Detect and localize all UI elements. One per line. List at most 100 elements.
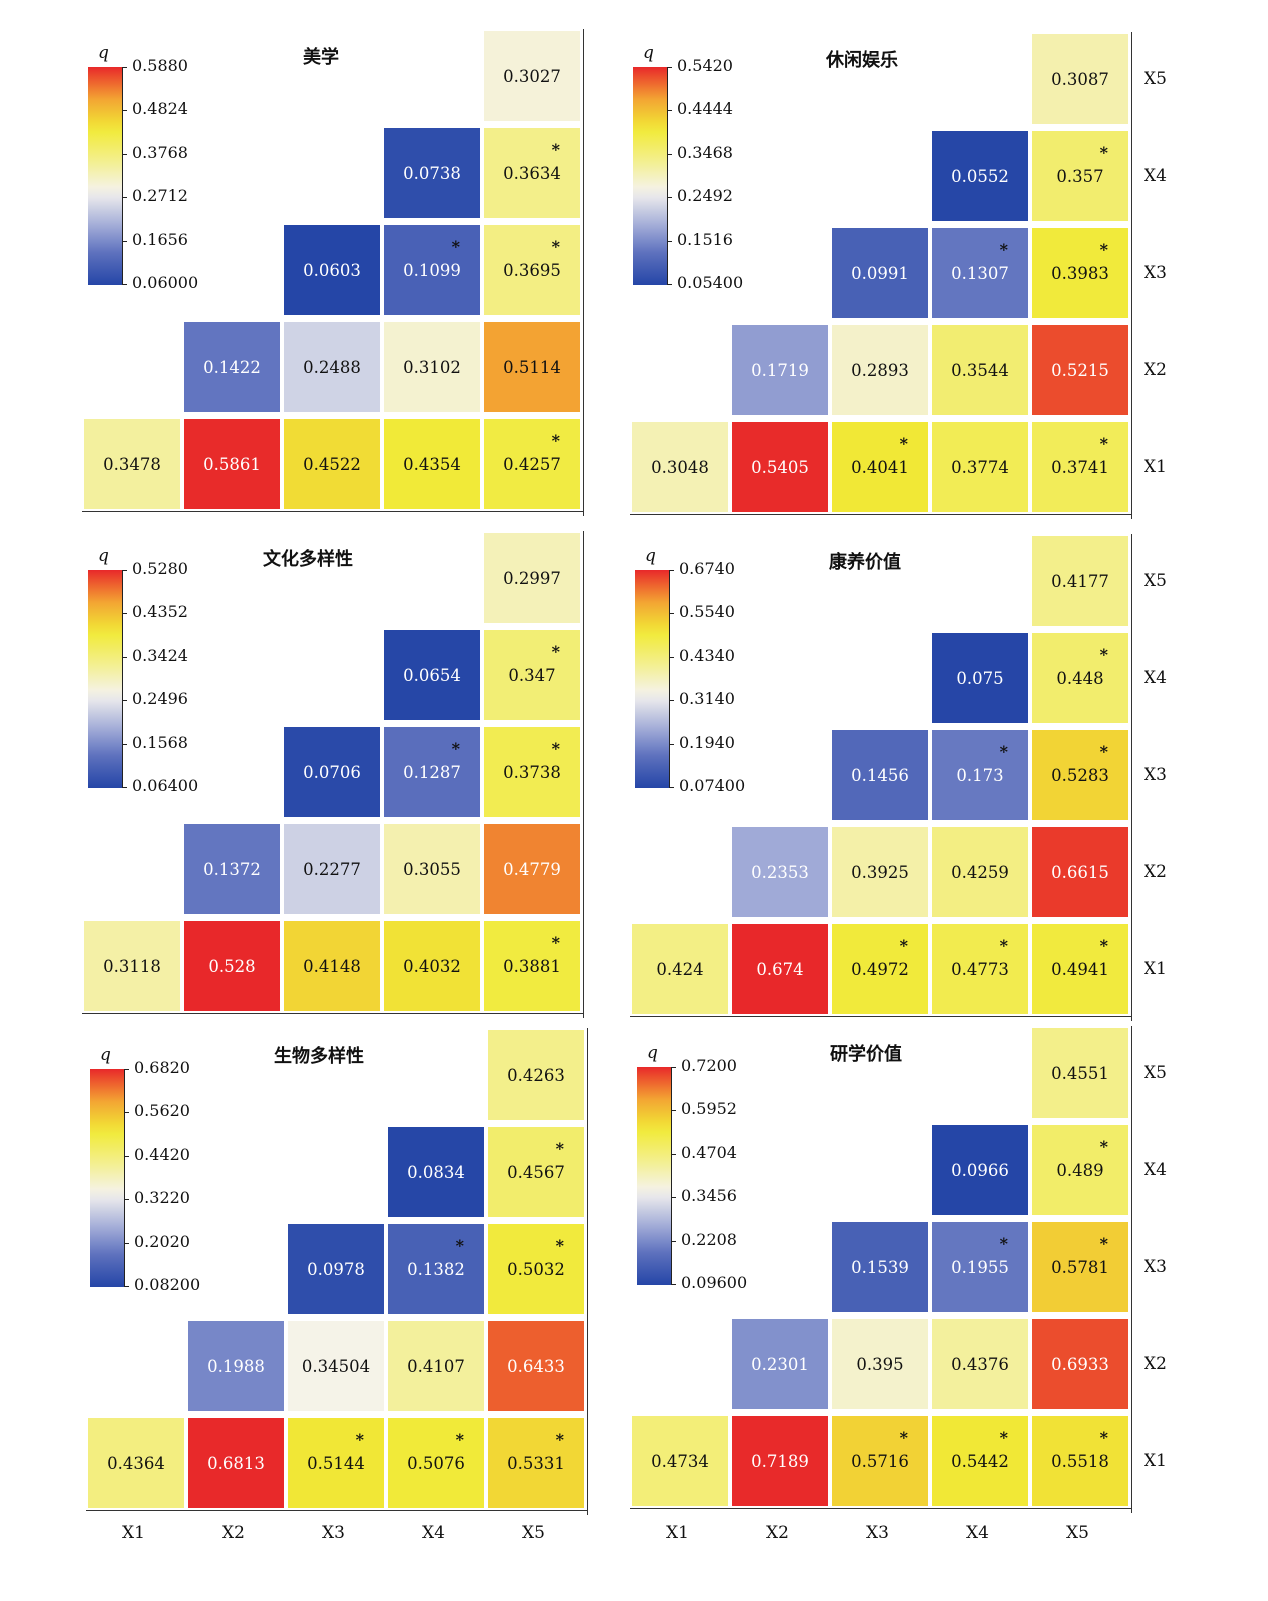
cell-value-label: 0.3118: [103, 956, 161, 976]
heatmap-cell: 0.4567 *: [488, 1127, 584, 1217]
cell-value-label: 0.3774: [951, 457, 1009, 477]
colorbar-tick-label: 0.5620: [134, 1101, 190, 1120]
heatmap-cell: 0.5861: [184, 419, 280, 509]
cell-value-label: 0.3695: [503, 260, 561, 280]
cell-value-label: 0.2893: [851, 360, 909, 380]
colorbar-tick: [667, 154, 672, 155]
cell-value-label: 0.0552: [951, 166, 1009, 186]
colorbar-tick-label: 0.1568: [132, 733, 188, 752]
significance-star: *: [1099, 143, 1108, 162]
colorbar-tick: [124, 1069, 129, 1070]
significance-star: *: [555, 1430, 564, 1449]
heatmap-cell: 0.3055: [384, 824, 480, 914]
heatmap-cell: 0.1099 *: [384, 225, 480, 315]
row-axis-label: X1: [1144, 959, 1167, 979]
colorbar-tick-label: 0.08200: [134, 1275, 201, 1294]
panel-frame-right: [1131, 1026, 1132, 1513]
cell-value-label: 0.173: [956, 765, 1004, 785]
colorbar-tick-label: 0.2712: [132, 186, 188, 205]
panel-frame-bottom: [630, 514, 1132, 515]
cell-value-label: 0.2353: [751, 862, 809, 882]
cell-value-label: 0.5144: [307, 1453, 365, 1473]
cell-value-label: 0.5781: [1051, 1257, 1109, 1277]
colorbar-tick-label: 0.5952: [681, 1099, 737, 1118]
heatmap-cell: 0.4107: [388, 1321, 484, 1411]
cell-value-label: 0.0603: [303, 260, 361, 280]
heatmap-cell: 0.3983 *: [1032, 228, 1128, 318]
heatmap-cell: 0.3741 *: [1032, 422, 1128, 512]
colorbar-tick: [122, 613, 127, 614]
cell-value-label: 0.0738: [403, 163, 461, 183]
cell-value-label: 0.5405: [751, 457, 809, 477]
heatmap-cell: 0.347 *: [484, 630, 580, 720]
heatmap-cell: 0.0834: [388, 1127, 484, 1217]
cell-value-label: 0.347: [508, 665, 556, 685]
colorbar-q-label: q: [643, 43, 654, 63]
cell-value-label: 0.0991: [851, 263, 909, 283]
cell-value-label: 0.489: [1056, 1160, 1104, 1180]
colorbar-tick: [671, 1154, 676, 1155]
cell-value-label: 0.5215: [1051, 360, 1109, 380]
significance-star: *: [551, 739, 560, 758]
significance-star: *: [451, 739, 460, 758]
colorbar-tick: [124, 1243, 129, 1244]
significance-star: *: [1099, 1137, 1108, 1156]
heatmap-cell: 0.4148: [284, 921, 380, 1011]
cell-value-label: 0.075: [956, 668, 1004, 688]
cell-value-label: 0.1372: [203, 859, 261, 879]
heatmap-cell: 0.4263: [488, 1030, 584, 1120]
cell-value-label: 0.1719: [751, 360, 809, 380]
column-axis-label: X4: [966, 1523, 989, 1543]
cell-value-label: 0.4551: [1051, 1063, 1109, 1083]
colorbar-tick: [122, 154, 127, 155]
panel-title: 美学: [303, 47, 339, 68]
colorbar: [90, 1069, 124, 1287]
significance-star: *: [899, 434, 908, 453]
colorbar-tick-label: 0.3140: [679, 689, 735, 708]
significance-star: *: [1099, 645, 1108, 664]
colorbar: [633, 67, 667, 285]
cell-value-label: 0.448: [1056, 668, 1104, 688]
cell-value-label: 0.1539: [851, 1257, 909, 1277]
cell-value-label: 0.528: [208, 956, 256, 976]
heatmap-cell: 0.7189: [732, 1416, 828, 1506]
colorbar-tick-label: 0.05400: [677, 273, 744, 292]
significance-star: *: [555, 1236, 564, 1255]
colorbar-tick-label: 0.06000: [132, 273, 199, 292]
cell-value-label: 0.0654: [403, 665, 461, 685]
colorbar-tick: [122, 570, 127, 571]
colorbar-tick-label: 0.6740: [679, 559, 735, 578]
heatmap-cell: 0.5032 *: [488, 1224, 584, 1314]
cell-value-label: 0.5076: [407, 1453, 465, 1473]
colorbar-tick: [124, 1286, 129, 1287]
significance-star: *: [451, 237, 460, 256]
colorbar-tick-label: 0.1940: [679, 733, 735, 752]
heatmap-cell: 0.0966: [932, 1125, 1028, 1215]
row-axis-label: X5: [1144, 571, 1167, 591]
cell-value-label: 0.4257: [503, 454, 561, 474]
significance-star: *: [999, 1234, 1008, 1253]
cell-value-label: 0.5861: [203, 454, 261, 474]
panel-frame-right: [1131, 32, 1132, 519]
colorbar-tick: [122, 657, 127, 658]
panel-title: 休闲娱乐: [826, 50, 898, 71]
cell-value-label: 0.4032: [403, 956, 461, 976]
colorbar-tick-label: 0.5540: [679, 602, 735, 621]
heatmap-cell: 0.3634 *: [484, 128, 580, 218]
colorbar-tick: [124, 1156, 129, 1157]
significance-star: *: [1099, 1428, 1108, 1447]
heatmap-cell: 0.4779: [484, 824, 580, 914]
cell-value-label: 0.6813: [207, 1453, 265, 1473]
significance-star: *: [551, 237, 560, 256]
colorbar-q-label: q: [647, 1043, 658, 1063]
cell-value-label: 0.3055: [403, 859, 461, 879]
colorbar-tick-label: 0.3456: [681, 1186, 737, 1205]
heatmap-cell: 0.3118: [84, 921, 180, 1011]
heatmap-cell: 0.424: [632, 924, 728, 1014]
cell-value-label: 0.7189: [751, 1451, 809, 1471]
heatmap-cell: 0.528: [184, 921, 280, 1011]
colorbar-tick: [667, 197, 672, 198]
heatmap-cell: 0.1719: [732, 325, 828, 415]
column-axis-label: X4: [422, 1523, 445, 1543]
colorbar-tick: [667, 110, 672, 111]
